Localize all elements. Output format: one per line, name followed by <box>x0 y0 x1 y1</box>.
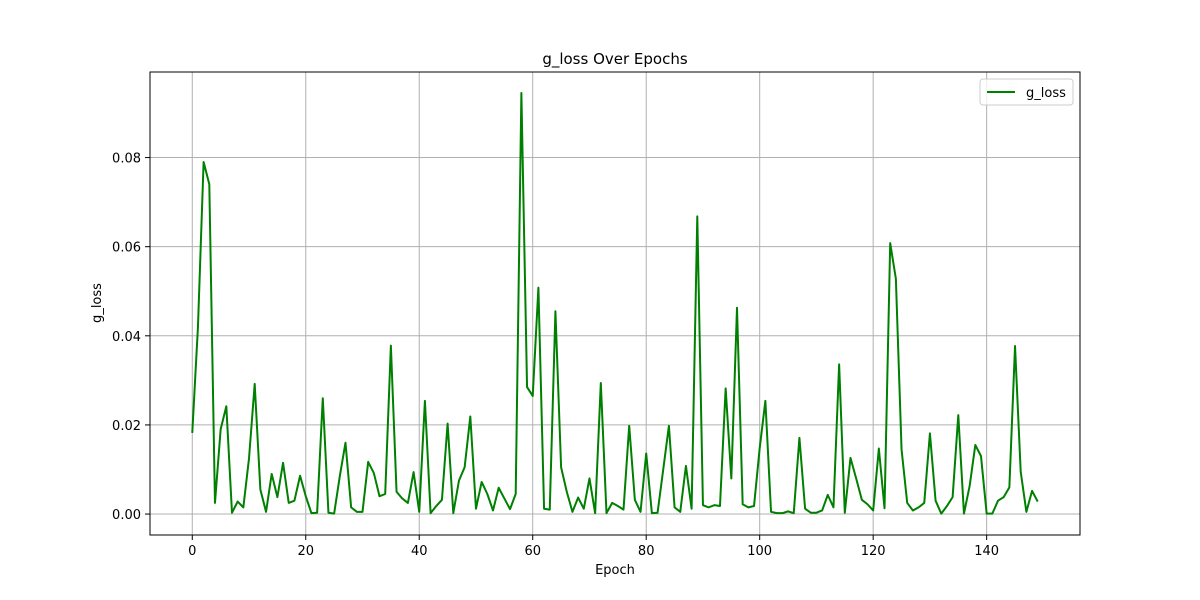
x-tick-label: 140 <box>974 544 999 559</box>
grid <box>150 72 1080 535</box>
x-tick-label: 40 <box>411 544 428 559</box>
y-tick-label: 0.08 <box>112 152 141 167</box>
axes-frame <box>149 71 1081 536</box>
series-line-g_loss <box>191 91 1039 515</box>
legend: g_loss <box>979 78 1074 106</box>
y-tick-label: 0.06 <box>112 241 141 256</box>
x-tick-label: 120 <box>861 544 886 559</box>
y-tick-label: 0.02 <box>112 419 141 434</box>
y-axis-label: g_loss <box>90 283 105 323</box>
x-tick-label: 20 <box>297 544 314 559</box>
legend-label: g_loss <box>1026 86 1066 101</box>
y-tick-label: 0.00 <box>112 508 141 523</box>
x-axis-label: Epoch <box>595 563 635 578</box>
x-tick-label: 60 <box>524 544 541 559</box>
plot-area <box>191 91 1039 515</box>
legend-box <box>979 78 1074 106</box>
y-tick-label: 0.04 <box>112 330 141 345</box>
x-tick-label: 0 <box>188 544 196 559</box>
x-tick-label: 100 <box>747 544 772 559</box>
x-tick-label: 80 <box>638 544 655 559</box>
y-axis: 0.00 0.02 0.04 0.06 0.08 <box>112 152 150 523</box>
chart-title: g_loss Over Epochs <box>542 50 688 69</box>
x-axis: 0 20 40 60 80 100 120 140 <box>188 535 999 559</box>
